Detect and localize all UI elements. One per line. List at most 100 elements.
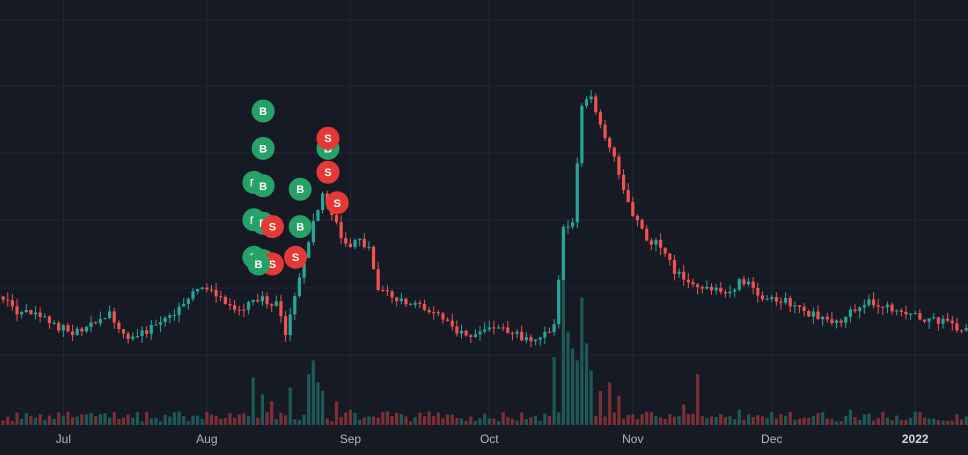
candle-body — [533, 339, 538, 342]
candle-body — [223, 296, 227, 305]
volume-bar — [325, 418, 329, 425]
candle-body — [47, 316, 52, 324]
volume-bar — [936, 419, 940, 425]
volume-bar — [584, 343, 589, 425]
sell-marker-17[interactable]: S — [325, 191, 349, 215]
volume-bar — [1, 420, 5, 425]
candle-body — [830, 319, 834, 324]
volume-bar — [867, 413, 871, 425]
candle-body — [561, 226, 565, 280]
buy-marker-13[interactable]: B — [288, 215, 312, 239]
horizontal-grid — [0, 19, 968, 356]
volume-bar — [441, 418, 445, 425]
sell-marker-16[interactable]: S — [316, 160, 340, 184]
volume-bar — [33, 417, 38, 425]
volume-bar — [182, 416, 186, 425]
candle-body — [404, 298, 408, 305]
volume-bar — [172, 412, 177, 425]
candle-body — [575, 163, 579, 223]
candle-body — [932, 317, 936, 319]
volume-bar — [552, 357, 556, 425]
volume-bar — [645, 411, 649, 425]
candle-body — [395, 297, 399, 302]
candle-body — [469, 335, 473, 338]
candle-body — [691, 282, 695, 285]
candle-body — [839, 320, 843, 323]
volume-bar — [432, 415, 436, 425]
volume-bar — [719, 414, 723, 425]
candle-body — [682, 271, 686, 280]
candle-body — [899, 310, 903, 312]
sell-marker-11[interactable]: S — [284, 245, 308, 269]
buy-marker-1[interactable]: B — [251, 136, 275, 160]
volume-bar — [594, 415, 598, 425]
candle-body — [446, 319, 450, 321]
marker-circle — [251, 174, 275, 198]
x-tick-label-oct: Oct — [480, 432, 499, 446]
candle-body — [422, 304, 427, 310]
candle-body — [811, 311, 815, 317]
buy-marker-12[interactable]: B — [288, 177, 312, 201]
candle-body — [594, 96, 598, 113]
candle-body — [103, 318, 107, 320]
candle-body — [473, 334, 477, 338]
volume-bar — [617, 396, 621, 425]
candle-body — [15, 306, 19, 315]
volume-bar — [751, 417, 755, 425]
candle-body — [714, 287, 718, 291]
volume-bar — [57, 412, 61, 425]
candle-body — [520, 331, 524, 341]
volume-bar — [881, 411, 885, 425]
volume-bar — [228, 413, 232, 425]
candle-body — [362, 238, 366, 248]
candle-body — [302, 257, 306, 278]
candle-body — [237, 309, 241, 311]
buy-marker-10[interactable]: B — [247, 252, 271, 276]
marker-label: B — [259, 106, 267, 118]
candle-body — [339, 222, 343, 239]
candle-body — [825, 316, 829, 320]
volume-bar — [830, 419, 834, 425]
buy-marker-3[interactable]: B — [251, 174, 275, 198]
candle-body — [200, 287, 204, 289]
candle-body — [598, 112, 602, 125]
volume-bar — [464, 421, 468, 425]
buy-marker-0[interactable]: B — [251, 99, 275, 123]
candle-body — [797, 305, 802, 307]
sell-marker-6[interactable]: S — [260, 215, 284, 239]
volume-bar — [955, 414, 959, 425]
volume-bar — [330, 421, 334, 425]
x-tick-label-2022: 2022 — [902, 432, 929, 446]
volume-bar — [233, 417, 237, 425]
volume-bar — [446, 414, 450, 425]
volume-bar — [15, 412, 19, 425]
volume-bar — [237, 414, 241, 425]
sell-marker-15[interactable]: S — [316, 126, 340, 150]
volume-bar — [547, 415, 552, 425]
volume-bar — [802, 417, 806, 425]
candle-body — [909, 313, 913, 315]
volume-bar — [10, 420, 14, 425]
marker-circle — [325, 191, 349, 215]
volume-bar — [371, 416, 376, 425]
candle-body — [645, 228, 649, 241]
candle-body — [557, 279, 561, 325]
candle-body — [195, 288, 200, 292]
candle-body — [191, 291, 195, 299]
volume-bar — [538, 420, 542, 425]
candle-body — [547, 331, 552, 333]
candle-body — [163, 317, 167, 323]
candle-body — [913, 312, 917, 314]
candle-body — [20, 312, 24, 315]
volume-bar — [825, 418, 829, 425]
candle-body — [876, 305, 880, 307]
volume-bar — [98, 413, 102, 425]
candle-body — [552, 324, 556, 333]
candle-body — [566, 226, 570, 228]
volume-bar — [362, 417, 366, 425]
volume-bar — [575, 360, 579, 425]
volume-bar — [728, 416, 732, 425]
volume-bar — [691, 413, 695, 425]
